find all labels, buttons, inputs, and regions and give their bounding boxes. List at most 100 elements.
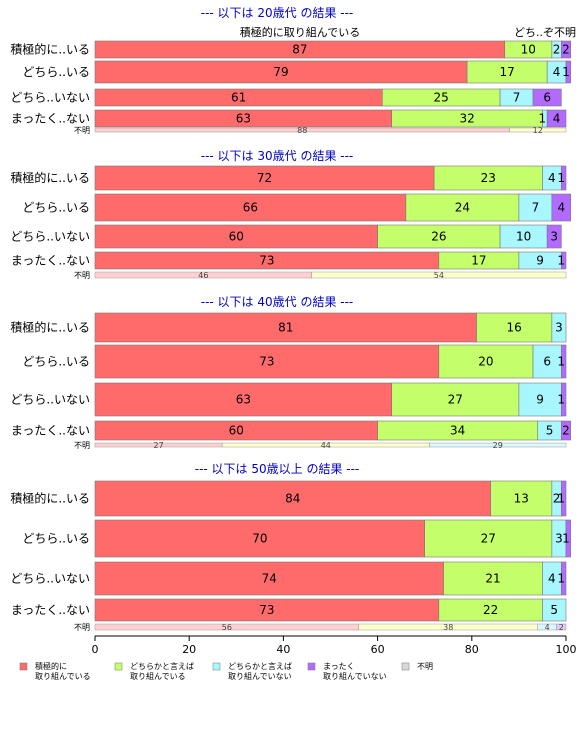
data-label: 2: [562, 43, 570, 57]
data-label: 5: [550, 603, 558, 617]
data-label: 10: [521, 43, 536, 57]
bar-segment: [560, 561, 567, 596]
unknown-bar-segment: [311, 271, 567, 279]
bar-segment: [565, 519, 572, 558]
data-label: 1: [557, 572, 565, 586]
data-label: 79: [273, 65, 288, 79]
data-label: 1: [557, 254, 565, 268]
data-label: 10: [516, 230, 531, 244]
bar-segment: [560, 344, 567, 379]
data-label: 2: [553, 492, 561, 506]
bar-segment: [94, 312, 477, 343]
data-label: 6: [543, 355, 551, 369]
data-label: 13: [514, 492, 529, 506]
data-label: 84: [285, 492, 300, 506]
panel-title: --- 以下は 20歳代 の結果 ---: [201, 6, 354, 20]
data-label: 4: [553, 112, 561, 126]
bar-segment: [490, 480, 553, 517]
data-label: 34: [450, 424, 465, 438]
legend-label: 積極的に: [35, 661, 67, 671]
category-label: どちら..いない: [10, 572, 90, 586]
data-label: 25: [434, 91, 449, 105]
category-label: どちら..いる: [22, 201, 90, 215]
bar-segment: [433, 165, 543, 191]
bar-segment: [94, 519, 426, 558]
data-label: 70: [252, 532, 267, 546]
x-tick-label: 100: [556, 643, 577, 656]
unknown-row-label: 不明: [74, 126, 90, 135]
unknown-data-label: 54: [434, 271, 444, 280]
data-label: 81: [278, 321, 293, 335]
panel-title: --- 以下は 30歳代 の結果 ---: [201, 149, 354, 163]
data-label: 72: [257, 171, 272, 185]
data-label: 5: [546, 424, 554, 438]
bar-segment: [476, 312, 553, 343]
data-label: 1: [557, 171, 565, 185]
bar-segment: [560, 420, 572, 441]
data-label: 1: [557, 492, 565, 506]
bar-segment: [532, 88, 562, 107]
data-label: 16: [507, 321, 522, 335]
data-label: 22: [483, 603, 498, 617]
bar-segment: [560, 165, 567, 191]
category-label: まったく..ない: [11, 254, 90, 268]
bar-segment: [551, 312, 567, 343]
data-label: 20: [478, 355, 493, 369]
data-label: 27: [448, 393, 463, 407]
data-label: 63: [236, 393, 251, 407]
unknown-data-label: 27: [153, 441, 163, 450]
data-label: 1: [562, 532, 570, 546]
data-label: 17: [471, 254, 486, 268]
unknown-data-label: 29: [493, 441, 503, 450]
category-label: 積極的に..いる: [10, 491, 90, 506]
bar-segment: [94, 193, 407, 222]
unknown-data-label: 4: [545, 623, 550, 632]
legend-swatch: [212, 662, 221, 671]
bar-segment: [391, 382, 520, 417]
data-label: 2: [553, 43, 561, 57]
data-label: 9: [536, 393, 544, 407]
data-label: 60: [229, 424, 244, 438]
data-label: 60: [229, 230, 244, 244]
x-tick-label: 40: [276, 643, 290, 656]
category-label: 積極的に..いる: [10, 320, 90, 335]
data-label: 4: [553, 65, 561, 79]
unknown-data-label: 44: [321, 441, 331, 450]
data-label: 1: [557, 355, 565, 369]
bar-segment: [405, 193, 520, 222]
data-label: 1: [539, 112, 547, 126]
unknown-data-label: 88: [297, 126, 307, 135]
data-label: 27: [481, 532, 496, 546]
header-label-unknown: 不明: [554, 26, 576, 39]
data-label: 2: [562, 424, 570, 438]
data-label: 1: [557, 393, 565, 407]
data-label: 3: [550, 230, 558, 244]
x-tick-label: 20: [182, 643, 196, 656]
data-label: 4: [548, 171, 556, 185]
category-label: まったく..ない: [11, 424, 90, 438]
data-label: 73: [259, 603, 274, 617]
data-label: 23: [481, 171, 496, 185]
legend-label: 取り組んでいない: [228, 671, 292, 681]
category-label: どちら..いない: [10, 393, 90, 407]
bar-segment: [551, 193, 572, 222]
data-label: 32: [459, 112, 474, 126]
category-label: どちら..いない: [10, 230, 90, 244]
legend-label: 取り組んでいる: [130, 671, 186, 681]
bar-segment: [94, 344, 440, 379]
data-label: 3: [555, 532, 563, 546]
x-tick-label: 0: [92, 643, 99, 656]
x-tick-label: 60: [371, 643, 385, 656]
bar-segment: [532, 344, 562, 379]
data-label: 17: [499, 65, 514, 79]
header-label-short: どち..ぞ: [514, 26, 554, 39]
category-label: まったく..ない: [11, 603, 90, 617]
legend-label: 取り組んでいない: [323, 671, 387, 681]
data-label: 74: [262, 572, 277, 586]
bar-segment: [424, 519, 553, 558]
bar-segment: [94, 382, 393, 417]
category-label: どちら..いる: [22, 65, 90, 79]
category-label: どちら..いる: [22, 532, 90, 546]
data-label: 9: [536, 254, 544, 268]
